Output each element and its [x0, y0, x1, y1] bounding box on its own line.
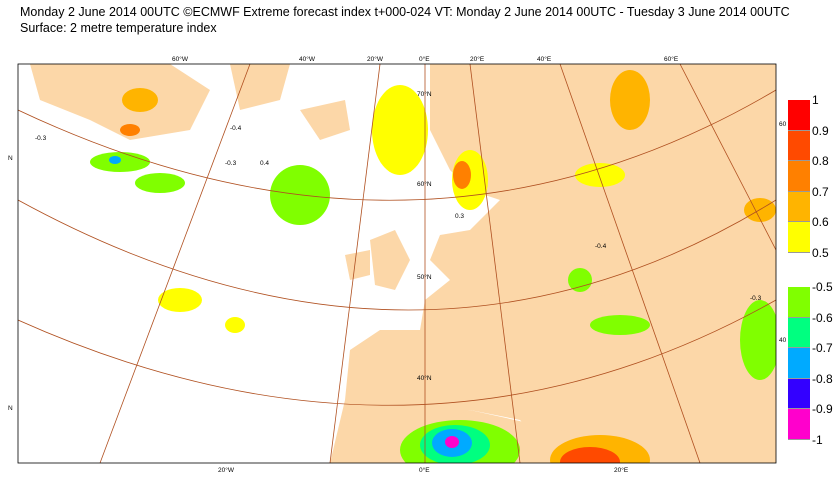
legend-swatch: [788, 378, 810, 410]
edge-label: 40: [779, 337, 787, 344]
edge-label: N: [8, 405, 13, 412]
edge-label: 60: [779, 121, 787, 128]
index-area: [225, 317, 245, 333]
legend-swatch: [788, 317, 810, 349]
longitude-label: 40°E: [537, 55, 552, 63]
legend-swatch: [788, 191, 810, 223]
index-area: [135, 173, 185, 193]
contour-label: -0.3: [750, 295, 762, 302]
legend-tick: -0.5: [812, 280, 833, 294]
legend-swatch: [788, 287, 810, 318]
longitude-label: 40°W: [299, 55, 316, 63]
legend-swatch: [788, 100, 810, 131]
longitude-label: 20°W: [218, 466, 235, 474]
index-area: [109, 156, 121, 164]
index-area: [158, 288, 202, 312]
index-area: [568, 268, 592, 292]
longitude-label: 20°E: [614, 466, 629, 474]
index-area: [120, 124, 140, 136]
contour-label: -0.3: [35, 135, 47, 142]
index-area: [372, 85, 428, 175]
contour-label: -0.4: [230, 125, 242, 132]
map-subtitle: Surface: 2 metre temperature index: [20, 21, 217, 35]
legend-tick: -0.9: [812, 402, 833, 417]
contour-label: -0.3: [225, 160, 237, 167]
index-area: [590, 315, 650, 335]
legend-tick: 0.9: [812, 123, 829, 138]
legend-positive: [788, 100, 810, 253]
index-area: [610, 70, 650, 130]
latitude-label: 40°N: [417, 374, 432, 382]
latitude-label: 70°N: [417, 90, 432, 98]
legend-tick: -1: [812, 433, 823, 447]
map-title: Monday 2 June 2014 00UTC ©ECMWF Extreme …: [20, 5, 790, 19]
longitude-label: 60°E: [664, 55, 679, 63]
index-area: [740, 300, 776, 380]
index-area: [122, 88, 158, 112]
legend-tick: 0.6: [812, 215, 829, 230]
index-area: [445, 436, 459, 448]
legend-swatch: [788, 348, 810, 379]
latitude-label: 50°N: [417, 273, 432, 281]
legend-tick: 1: [812, 93, 819, 107]
legend-tick: -0.6: [812, 310, 833, 325]
latitude-label: 60°N: [417, 180, 432, 188]
legend-swatch: [788, 161, 810, 192]
longitude-label: 60°W: [172, 55, 189, 63]
legend-tick: 0.7: [812, 184, 829, 199]
legend-tick: -0.7: [812, 341, 833, 356]
legend-swatch: [788, 409, 810, 440]
index-area: [575, 163, 625, 187]
legend-tick: 0.5: [812, 246, 829, 260]
legend-tick: -0.8: [812, 371, 833, 386]
index-area: [560, 447, 620, 463]
legend-tick: 0.8: [812, 154, 829, 169]
index-area: [453, 161, 471, 189]
edge-label: N: [8, 155, 13, 162]
longitude-label: 0°E: [419, 466, 430, 474]
contour-label: 0.4: [260, 160, 269, 167]
contour-label: -0.4: [595, 243, 607, 250]
legend-negative: [788, 287, 810, 440]
legend-swatch: [788, 222, 810, 253]
graticule: [18, 64, 776, 463]
longitude-label: 0°E: [419, 55, 430, 63]
longitude-label: 20°W: [367, 55, 384, 63]
longitude-label: 20°E: [470, 55, 485, 63]
map-frame: [17, 63, 777, 464]
contour-label: 0.3: [455, 213, 464, 220]
legend-swatch: [788, 130, 810, 162]
